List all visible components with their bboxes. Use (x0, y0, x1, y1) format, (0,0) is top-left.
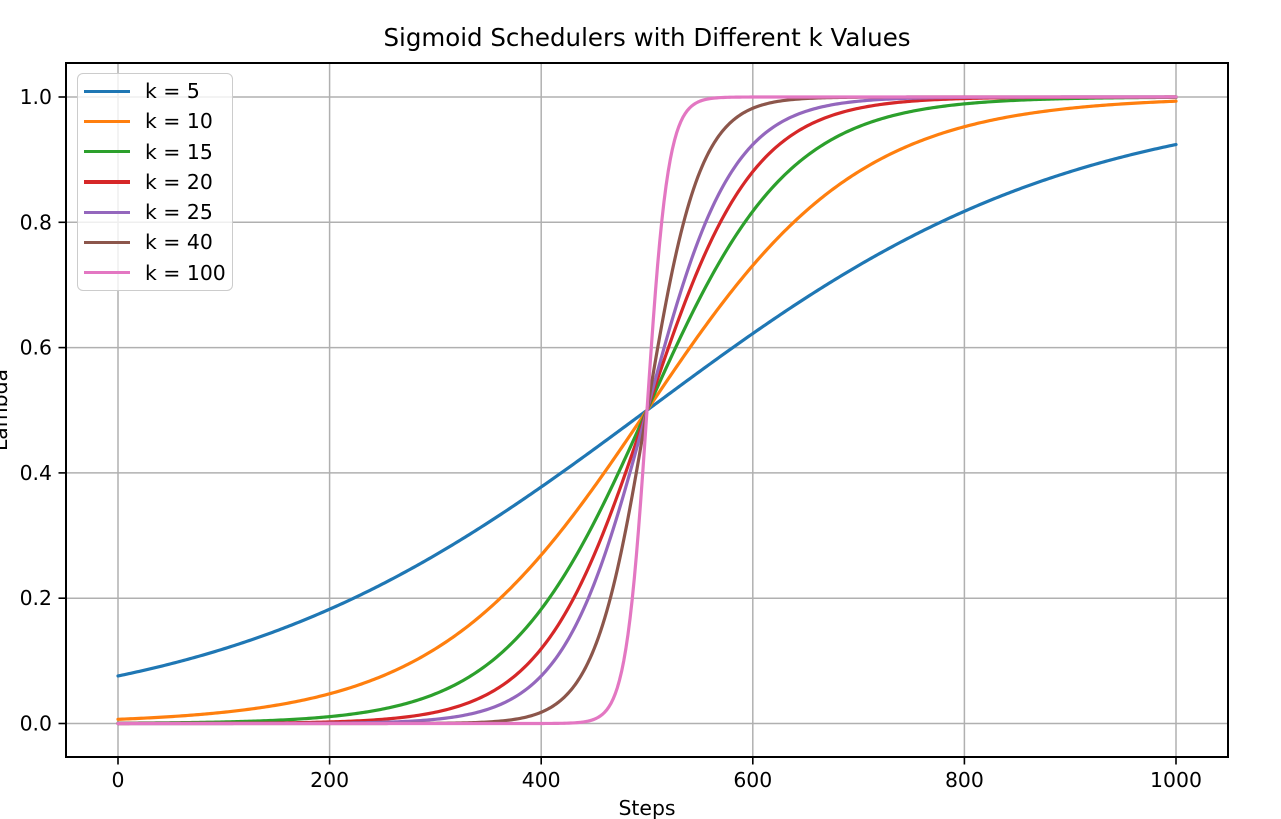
x-tick-label: 200 (310, 768, 349, 792)
legend-item: k = 20 (78, 167, 232, 197)
legend-line-swatch (84, 119, 130, 124)
legend-line-swatch (84, 180, 130, 184)
legend-line-swatch (84, 150, 130, 154)
legend-item-label: k = 5 (145, 78, 200, 103)
x-tick-label: 600 (733, 768, 772, 792)
series-curve-100 (116, 95, 1178, 726)
legend-item: k = 10 (78, 106, 232, 136)
y-axis-label: Lambda (0, 368, 12, 452)
legend: k = 5 k = 10 k = 15 k = 20 k = 25 k = 40 k = 1… (77, 73, 233, 291)
legend-line-swatch (84, 210, 130, 214)
x-tick-label: 1000 (1150, 768, 1202, 792)
y-tick-label: 1.0 (20, 85, 52, 109)
legend-item: k = 15 (78, 137, 232, 167)
x-tick-label: 400 (522, 768, 561, 792)
legend-item-label: k = 25 (145, 200, 213, 225)
chart-title: Sigmoid Schedulers with Different k Valu… (383, 23, 911, 52)
legend-item-label: k = 10 (145, 109, 213, 134)
legend-line-swatch (84, 89, 130, 93)
legend-line-swatch (84, 240, 130, 245)
axes-frame (65, 62, 1229, 758)
y-tick-label: 0.2 (20, 586, 52, 610)
x-tick-label: 0 (112, 768, 125, 792)
legend-item: k = 100 (78, 258, 232, 288)
legend-item-label: k = 15 (145, 139, 213, 164)
legend-item: k = 5 (78, 76, 232, 106)
y-tick-label: 0.8 (20, 210, 52, 234)
legend-line-swatch (84, 271, 130, 275)
y-tick-label: 0.6 (20, 336, 52, 360)
legend-item: k = 40 (78, 228, 232, 258)
x-axis-label: Steps (618, 796, 676, 819)
y-tick-label: 0.4 (20, 461, 52, 485)
x-tick-label: 800 (945, 768, 984, 792)
legend-item-label: k = 20 (145, 169, 213, 194)
legend-item-label: k = 100 (145, 260, 226, 285)
legend-item: k = 25 (78, 197, 232, 227)
y-tick-label: 0.0 (20, 712, 52, 736)
legend-item-label: k = 40 (145, 230, 213, 255)
